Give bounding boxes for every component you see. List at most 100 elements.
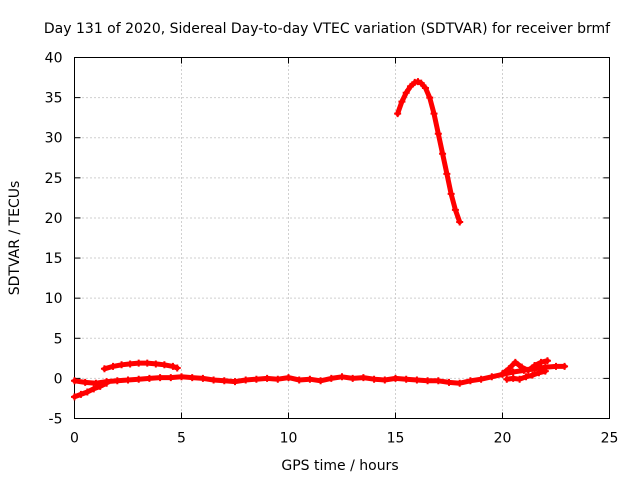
data-point bbox=[406, 82, 414, 90]
data-point bbox=[173, 364, 181, 372]
data-point bbox=[417, 79, 425, 87]
y-tick-label: 25 bbox=[45, 171, 63, 187]
x-tick-label: 10 bbox=[280, 431, 298, 447]
data-point bbox=[445, 378, 453, 386]
data-point bbox=[398, 98, 406, 106]
data-point bbox=[178, 373, 185, 381]
data-point bbox=[77, 390, 85, 398]
data-point bbox=[370, 375, 378, 383]
series-line bbox=[102, 360, 180, 372]
data-point bbox=[71, 393, 78, 401]
data-point bbox=[263, 374, 271, 382]
data-point bbox=[169, 362, 177, 370]
data-point bbox=[443, 170, 451, 178]
data-point bbox=[199, 374, 207, 382]
data-point bbox=[145, 374, 153, 382]
data-point bbox=[242, 376, 250, 384]
data-point bbox=[509, 368, 517, 376]
data-point bbox=[126, 360, 134, 368]
x-axis-label: GPS time / hours bbox=[281, 458, 398, 474]
data-point bbox=[509, 374, 517, 382]
data-point bbox=[81, 378, 89, 386]
data-point bbox=[160, 361, 168, 369]
data-point bbox=[392, 374, 399, 382]
x-tick-label: 20 bbox=[494, 431, 512, 447]
data-point bbox=[210, 376, 218, 384]
data-point bbox=[285, 374, 292, 382]
data-point bbox=[522, 373, 530, 381]
data-point bbox=[516, 375, 524, 383]
data-point bbox=[511, 358, 519, 366]
data-point bbox=[524, 366, 532, 374]
data-point bbox=[359, 374, 367, 382]
data-point bbox=[156, 374, 164, 382]
data-point bbox=[124, 376, 132, 384]
y-tick-label: 20 bbox=[45, 211, 63, 227]
data-point bbox=[100, 365, 108, 373]
data-point bbox=[561, 362, 569, 370]
data-point bbox=[451, 206, 459, 214]
data-point bbox=[402, 375, 410, 383]
y-tick-label: 30 bbox=[45, 131, 63, 147]
data-point bbox=[338, 373, 346, 381]
data-point bbox=[71, 377, 78, 385]
data-point bbox=[447, 190, 455, 198]
y-axis-label: SDTVAR / TECUs bbox=[7, 181, 23, 296]
data-point bbox=[96, 382, 104, 390]
series-line bbox=[395, 79, 463, 225]
data-point bbox=[90, 385, 98, 393]
data-point bbox=[421, 84, 429, 92]
y-tick-label: 5 bbox=[54, 331, 63, 347]
data-point bbox=[439, 150, 447, 158]
data-point bbox=[541, 367, 549, 375]
series-evening-upper bbox=[499, 357, 551, 378]
data-point bbox=[456, 218, 464, 226]
data-point bbox=[402, 89, 410, 97]
data-point bbox=[381, 376, 389, 384]
plot-frame bbox=[74, 57, 610, 419]
series-arc-early bbox=[100, 359, 181, 373]
data-point bbox=[317, 377, 325, 385]
data-point bbox=[394, 110, 402, 118]
data-point bbox=[118, 361, 126, 369]
data-point bbox=[306, 375, 314, 383]
x-tick-label: 25 bbox=[601, 431, 619, 447]
data-point bbox=[167, 374, 175, 382]
data-point bbox=[188, 374, 196, 382]
data-point bbox=[499, 370, 506, 378]
data-point bbox=[518, 363, 526, 371]
data-point bbox=[477, 375, 485, 383]
y-tick-label: -5 bbox=[49, 412, 63, 428]
series-evening-lower bbox=[503, 367, 549, 383]
data-point bbox=[528, 371, 536, 379]
data-point bbox=[83, 388, 91, 396]
data-point bbox=[252, 375, 260, 383]
data-point bbox=[413, 376, 421, 384]
data-point bbox=[327, 374, 335, 382]
data-point bbox=[537, 358, 545, 366]
x-tick-label: 5 bbox=[177, 431, 186, 447]
y-tick-label: 15 bbox=[45, 251, 63, 267]
data-point bbox=[424, 377, 432, 385]
y-tick-label: 40 bbox=[45, 51, 63, 67]
data-point bbox=[113, 377, 121, 385]
y-tick-label: 10 bbox=[45, 291, 63, 307]
data-point bbox=[430, 110, 438, 118]
data-point bbox=[531, 362, 539, 370]
x-tick-label: 0 bbox=[70, 431, 79, 447]
data-point bbox=[103, 379, 111, 387]
data-point bbox=[109, 362, 117, 370]
data-point bbox=[503, 375, 511, 383]
data-point bbox=[456, 379, 464, 387]
data-point bbox=[466, 377, 474, 385]
data-point bbox=[274, 375, 282, 383]
data-point bbox=[426, 94, 434, 102]
y-tick-label: 0 bbox=[54, 371, 63, 387]
ticks: 0 5 10 15 20 25 -5 0 5 10 15 20 25 30 35 40 bbox=[45, 51, 619, 447]
y-tick-label: 35 bbox=[45, 91, 63, 107]
series-spike-late-afternoon bbox=[394, 78, 464, 226]
data-point bbox=[220, 377, 228, 385]
data-point bbox=[349, 374, 357, 382]
series-morning-branch bbox=[71, 379, 111, 401]
data-point bbox=[152, 360, 160, 368]
